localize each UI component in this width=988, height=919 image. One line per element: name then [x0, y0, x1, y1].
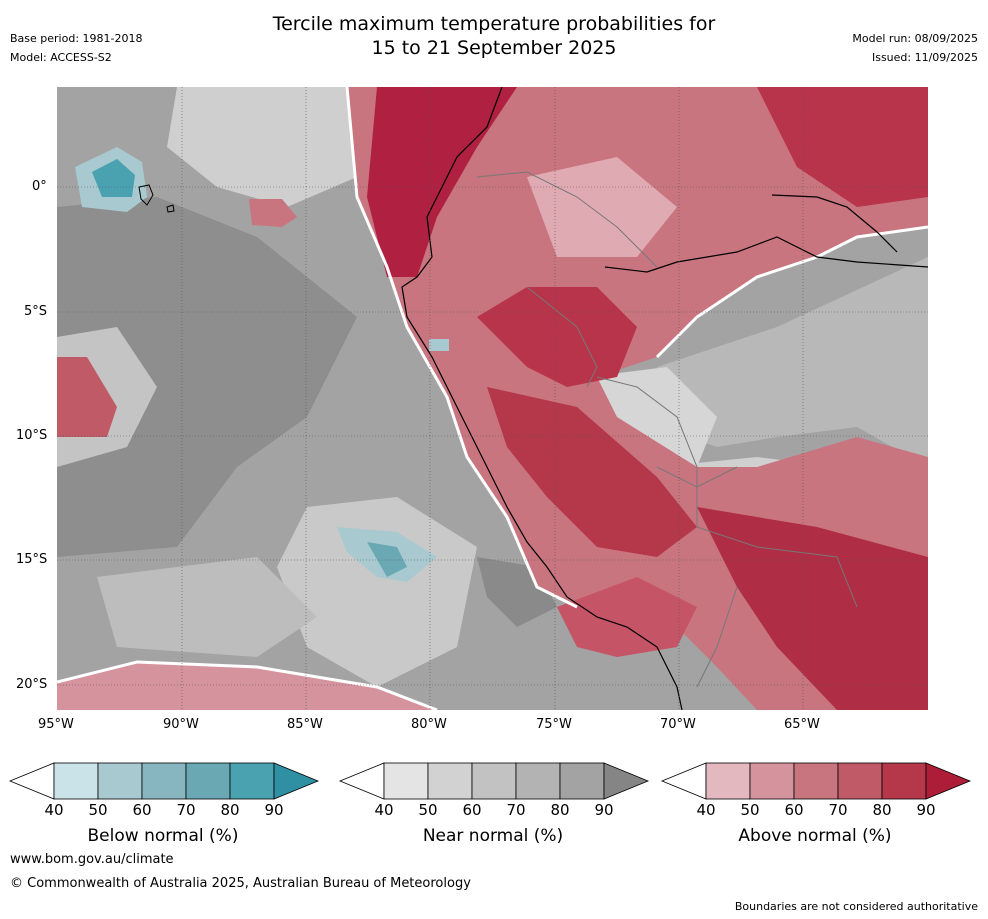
colorbar-segment: [383, 762, 429, 800]
colorbar-tick-label: 40: [44, 801, 64, 819]
above-normal-core: [697, 507, 928, 710]
lat-label: 10°S: [16, 428, 48, 443]
colorbar-tick-label: 90: [916, 801, 936, 819]
lon-label: 65°W: [784, 717, 820, 732]
above-normal-patch: [249, 199, 297, 227]
near-normal-high-patch: [57, 197, 357, 557]
website-link[interactable]: www.bom.gov.au/climate: [10, 852, 174, 867]
colorbar-extend-high: [273, 762, 320, 800]
above-normal-label: Above normal (%): [738, 826, 892, 846]
grid-lines: [57, 87, 928, 710]
colorbar-extend-low: [338, 762, 385, 800]
below-normal-label: Below normal (%): [87, 826, 239, 846]
colorbar-tick-label: 90: [264, 801, 284, 819]
lat-label: 0°: [32, 179, 47, 194]
colorbar-tick-label: 60: [462, 801, 482, 819]
colorbar-segment: [705, 762, 751, 800]
lat-label: 20°S: [16, 677, 48, 692]
near-normal-low-patch: [657, 257, 928, 467]
model-name: Model: ACCESS-S2: [10, 51, 112, 64]
colorbar-segment: [185, 762, 231, 800]
copyright: © Commonwealth of Australia 2025, Austra…: [10, 876, 471, 891]
above-normal-region-west: [57, 357, 117, 437]
colorbar-segment: [427, 762, 473, 800]
contour-line: [57, 660, 438, 710]
disclaimer: Boundaries are not considered authoritat…: [734, 900, 978, 913]
contour-line: [655, 225, 928, 359]
coastline: [771, 194, 898, 253]
model-run: Model run: 08/09/2025: [852, 32, 978, 45]
lon-label: 95°W: [38, 717, 74, 732]
colorbar-extend-high: [603, 762, 650, 800]
colorbar-tick-label: 50: [740, 801, 760, 819]
title-line-1: Tercile maximum temperature probabilitie…: [272, 13, 716, 35]
coastline: [604, 236, 928, 273]
colorbar-segment: [471, 762, 517, 800]
colorbar-segment: [141, 762, 187, 800]
below-normal-patch: [367, 542, 407, 577]
above-normal-region-south: [57, 662, 437, 710]
above-normal-core: [487, 387, 697, 557]
colorbar-segment: [793, 762, 839, 800]
title-line-2: 15 to 21 September 2025: [371, 37, 617, 59]
colorbar-tick-label: 50: [88, 801, 108, 819]
above-normal-core: [757, 87, 928, 207]
below-normal-patch: [92, 159, 135, 197]
lat-label: 15°S: [16, 552, 48, 567]
colorbar-tick-label: 50: [418, 801, 438, 819]
near-normal-label: Near normal (%): [422, 826, 564, 846]
colorbar-tick-label: 60: [132, 801, 152, 819]
colorbar-segment: [53, 762, 99, 800]
colorbar-tick-label: 90: [594, 801, 614, 819]
near-normal-low-patch: [277, 497, 477, 687]
base-period: Base period: 1981-2018: [10, 32, 143, 45]
colorbar-segment: [837, 762, 883, 800]
issued-date: Issued: 11/09/2025: [871, 51, 978, 64]
colorbar-segment: [229, 762, 275, 800]
colorbar-tick-label: 70: [176, 801, 196, 819]
colorbar-tick-label: 70: [828, 801, 848, 819]
colorbar-extend-high: [925, 762, 972, 800]
contour-line: [345, 87, 578, 609]
colorbar-tick-label: 80: [220, 801, 240, 819]
colorbar-tick-label: 60: [784, 801, 804, 819]
near-normal-low-patch: [587, 367, 717, 467]
lon-label: 70°W: [660, 717, 696, 732]
colorbar-extend-low: [660, 762, 707, 800]
coastline: [401, 87, 683, 710]
country-border: [476, 171, 858, 688]
map-title: Tercile maximum temperature probabilitie…: [0, 12, 988, 60]
near-normal-low-patch: [167, 87, 397, 207]
colorbar-tick-label: 80: [550, 801, 570, 819]
colorbar-segment: [559, 762, 605, 800]
colorbar-segment: [881, 762, 927, 800]
colorbar-extend-low: [8, 762, 55, 800]
colorbar-segment: [97, 762, 143, 800]
probability-map: [57, 87, 928, 710]
colorbar-tick-label: 40: [374, 801, 394, 819]
colorbar-segment: [515, 762, 561, 800]
above-normal-mid: [527, 157, 677, 257]
near-normal-low-patch: [97, 557, 317, 657]
above-normal-mid: [557, 577, 697, 657]
lat-label: 5°S: [24, 304, 48, 319]
colorbar-tick-label: 80: [872, 801, 892, 819]
lon-label: 85°W: [287, 717, 323, 732]
colorbar-segment: [749, 762, 795, 800]
lon-label: 75°W: [536, 717, 572, 732]
colorbar-tick-label: 40: [696, 801, 716, 819]
lon-label: 90°W: [163, 717, 199, 732]
lon-label: 80°W: [411, 717, 447, 732]
islands: [138, 184, 175, 213]
colorbars: [8, 762, 972, 800]
below-normal-patch: [429, 339, 449, 351]
colorbar-tick-label: 70: [506, 801, 526, 819]
